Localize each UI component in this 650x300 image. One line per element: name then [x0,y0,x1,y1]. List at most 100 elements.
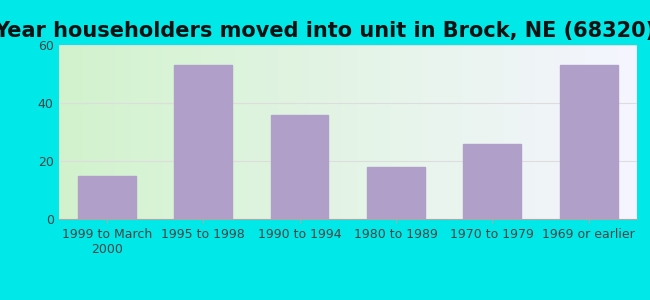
Bar [510,45,513,219]
Bar [60,45,63,219]
Bar [409,45,411,219]
Bar [592,45,594,219]
Bar [424,45,427,219]
Bar [628,45,630,219]
Bar [77,45,79,219]
Bar [111,45,112,219]
Bar [117,45,120,219]
Bar [463,144,521,219]
Bar [68,45,70,219]
Bar [224,45,226,219]
Bar [83,45,86,219]
Bar [472,45,474,219]
Bar [580,45,583,219]
Bar [389,45,391,219]
Bar [415,45,418,219]
Bar [506,45,508,219]
Bar [268,45,271,219]
Bar [495,45,497,219]
Bar [287,45,289,219]
Bar [395,45,397,219]
Bar [259,45,262,219]
Bar [332,45,334,219]
Bar [504,45,506,219]
Bar [458,45,461,219]
Bar [280,45,282,219]
Bar [70,45,72,219]
Bar [368,45,370,219]
Bar [58,45,60,219]
Bar [526,45,528,219]
Bar [285,45,287,219]
Bar [151,45,153,219]
Bar [447,45,449,219]
Bar [309,45,311,219]
Bar [296,45,298,219]
Bar [372,45,375,219]
Bar [253,45,255,219]
Bar [556,45,558,219]
Bar [630,45,632,219]
Bar [325,45,328,219]
Bar [384,45,386,219]
Bar [517,45,519,219]
Bar [178,45,181,219]
Bar [228,45,230,219]
Bar [481,45,484,219]
Bar [544,45,547,219]
Bar [576,45,578,219]
Bar [470,45,472,219]
Bar [603,45,605,219]
Bar [144,45,147,219]
Bar [386,45,389,219]
Bar [348,45,350,219]
Bar [323,45,325,219]
Bar [590,45,592,219]
Bar [133,45,135,219]
Bar [194,45,196,219]
Bar [357,45,359,219]
Bar [65,45,68,219]
Bar [305,45,307,219]
Bar [219,45,221,219]
Bar [106,45,108,219]
Bar [282,45,285,219]
Bar [467,45,470,219]
Bar [120,45,122,219]
Bar [370,45,372,219]
Bar [377,45,380,219]
Bar [339,45,341,219]
Bar [538,45,540,219]
Bar [244,45,246,219]
Bar [90,45,92,219]
Bar [574,45,576,219]
Bar [131,45,133,219]
Bar [490,45,493,219]
Bar [112,45,115,219]
Bar [271,45,273,219]
Bar [199,45,201,219]
Bar [406,45,409,219]
Bar [251,45,253,219]
Bar [445,45,447,219]
Bar [422,45,424,219]
Bar [291,45,294,219]
Bar [176,45,178,219]
Bar [298,45,300,219]
Bar [207,45,210,219]
Bar [497,45,499,219]
Bar [461,45,463,219]
Bar [147,45,149,219]
Bar [330,45,332,219]
Bar [350,45,352,219]
Bar [558,45,560,219]
Bar [567,45,569,219]
Bar [429,45,432,219]
Bar [617,45,619,219]
Bar [273,45,276,219]
Bar [270,115,328,219]
Bar [266,45,268,219]
Bar [248,45,251,219]
Bar [432,45,434,219]
Bar [623,45,626,219]
